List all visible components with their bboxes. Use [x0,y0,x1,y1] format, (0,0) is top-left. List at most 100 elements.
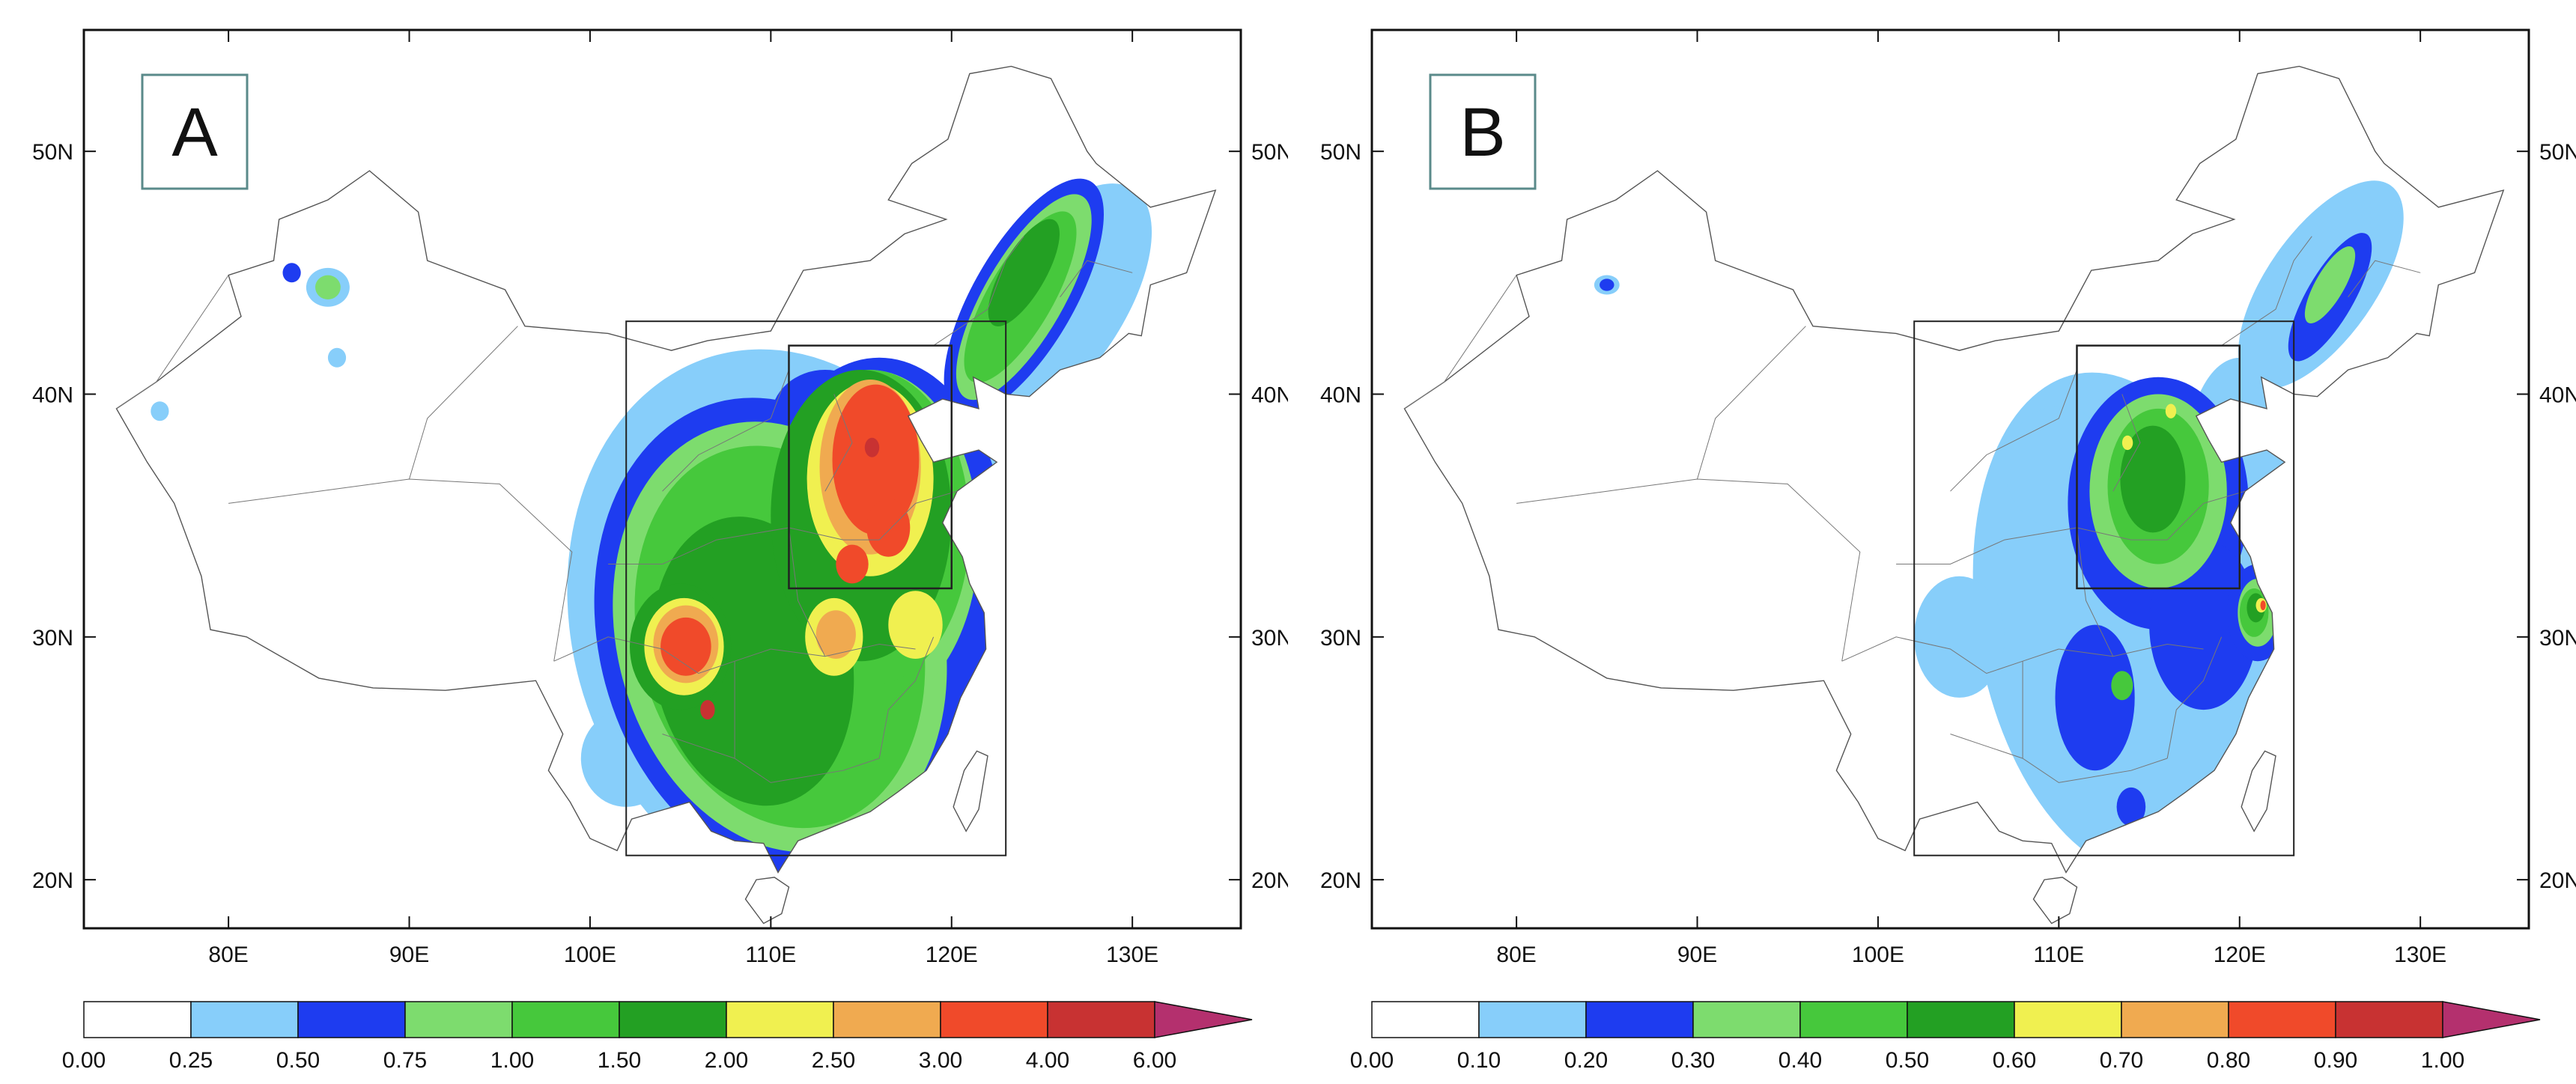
colorbar-label-a-5: 1.50 [598,1048,641,1073]
colorbar-segment-a-8 [940,1001,1048,1038]
province-border-a-2 [409,326,518,480]
region-box-a-0 [625,320,1007,856]
y-tick-label-left-b-3: 50N [1320,140,1361,165]
colorbar-label-b-3: 0.30 [1671,1048,1715,1073]
colorbar-label-a-7: 2.50 [812,1048,855,1073]
colorbar-label-b-5: 0.50 [1886,1048,1929,1073]
field-blob-a-26 [832,384,920,535]
province-border-a-13 [933,236,1024,347]
x-tick-label-a-5: 130E [1106,943,1158,967]
province-border-a-1 [228,478,573,662]
colorbar-label-b-6: 0.60 [1993,1048,2036,1073]
field-blob-a-36 [151,401,169,421]
colorbar-label-a-3: 0.75 [383,1048,427,1073]
province-border-a-4 [608,527,844,564]
field-blob-a-22 [888,591,943,659]
field-blob-b-16 [2111,671,2133,701]
y-tick-label-left-a-2: 40N [32,383,73,407]
colorbar-label-b-2: 0.20 [1564,1048,1608,1073]
colorbar-label-a-2: 0.50 [276,1048,320,1073]
colorbar-label-b-4: 0.40 [1778,1048,1822,1073]
field-blob-b-22 [2260,600,2266,611]
x-tick-label-b-0: 80E [1496,943,1536,967]
x-tick-label-a-3: 110E [745,943,796,967]
y-tick-label-right-b-0: 20N [2539,868,2576,893]
province-border-a-10 [662,734,735,759]
province-border-a-12 [789,527,826,657]
y-tick-label-right-a-0: 20N [1251,868,1288,893]
colorbar-label-a-4: 1.00 [490,1048,534,1073]
x-tick-label-a-4: 120E [926,943,978,967]
province-border-b-0 [1404,275,1517,409]
field-blob-a-28 [866,499,911,557]
province-border-b-8 [2130,490,2246,541]
y-tick-label-left-a-0: 20N [32,868,73,893]
field-blob-a-27 [660,617,711,676]
y-tick-label-left-a-3: 50N [32,140,73,165]
colorbar-label-a-6: 2.00 [705,1048,748,1073]
colorbar-segment-b-4 [1799,1001,1908,1038]
province-border-b-12 [2077,527,2114,657]
field-blob-b-17 [2120,425,2186,533]
province-border-a-0 [116,275,229,409]
field-blob-a-31 [864,437,880,457]
province-border-b-7 [2059,643,2204,657]
y-tick-label-left-b-2: 40N [1320,383,1361,407]
field-blob-a-25 [815,610,856,659]
province-border-a-9 [824,394,853,492]
colorbar-segment-b-6 [2014,1001,2122,1038]
y-tick-label-right-a-2: 40N [1251,383,1288,407]
hainan-outline-b [2032,877,2078,925]
province-border-a-14 [1060,260,1133,298]
field-blob-b-9 [2055,624,2135,771]
x-tick-label-b-2: 100E [1852,943,1904,967]
field-blob-a-30 [700,700,715,720]
panel-label-box-a [141,73,249,190]
province-border-b-5 [1950,369,2077,492]
colorbar-label-a-1: 0.25 [169,1048,213,1073]
y-tick-label-right-a-3: 50N [1251,140,1288,165]
region-box-a-1 [788,344,953,590]
colorbar-segment-b-7 [2121,1001,2229,1038]
map-a-svg: 80E 90E 100E 110E 120E 130E 20N 20N 30N 30N 40N 40N… [32,28,1288,1073]
x-tick-label-b-3: 110E [2033,943,2084,967]
map-border-a [82,28,1242,930]
x-tick-label-b-5: 130E [2394,943,2446,967]
province-border-a-8 [842,490,958,541]
colorbar-label-b-8: 0.80 [2207,1048,2250,1073]
map-panel-a: 80E 90E 100E 110E 120E 130E 20N 20N 30N 30N 40N 40N… [32,28,1288,1073]
colorbar-segment-a-4 [511,1001,620,1038]
colorbar-segment-a-0 [83,1001,192,1038]
region-box-b-1 [2076,344,2241,590]
colorbar-label-b-1: 0.10 [1457,1048,1501,1073]
y-tick-label-left-b-1: 30N [1320,626,1361,651]
province-border-b-14 [2348,260,2421,298]
colorbar-label-a-0: 0.00 [62,1048,106,1073]
field-blob-b-10 [2116,787,2146,826]
colorbar-segment-b-8 [2228,1001,2336,1038]
panel-label-box-b [1429,73,1537,190]
panel-label-a: A [171,94,218,171]
map-frame-b [1372,30,2529,928]
colorbar-segment-b-3 [1692,1001,1801,1038]
field-blob-b-24 [1600,278,1614,291]
colorbar-segment-a-6 [726,1001,834,1038]
x-tick-label-a-1: 90E [389,943,429,967]
colorbar-label-a-9: 4.00 [1026,1048,1069,1073]
y-tick-label-right-a-1: 30N [1251,626,1288,651]
colorbar-segment-b-2 [1585,1001,1694,1038]
y-tick-label-right-b-3: 50N [2539,140,2576,165]
field-blob-b-3 [1914,576,2005,698]
china-border-b [1403,65,2505,874]
china-border-a [115,65,1217,874]
province-border-a-11 [878,636,935,759]
province-border-a-7 [771,643,916,657]
colorbar-segment-a-1 [190,1001,299,1038]
province-border-b-2 [1697,326,1806,480]
colorbar-label-b-0: 0.00 [1350,1048,1394,1073]
y-tick-label-left-b-0: 20N [1320,868,1361,893]
y-tick-label-right-b-1: 30N [2539,626,2576,651]
field-blob-b-13 [2304,246,2356,323]
y-tick-label-right-b-2: 40N [2539,383,2576,407]
colorbar-segment-b-1 [1478,1001,1587,1038]
